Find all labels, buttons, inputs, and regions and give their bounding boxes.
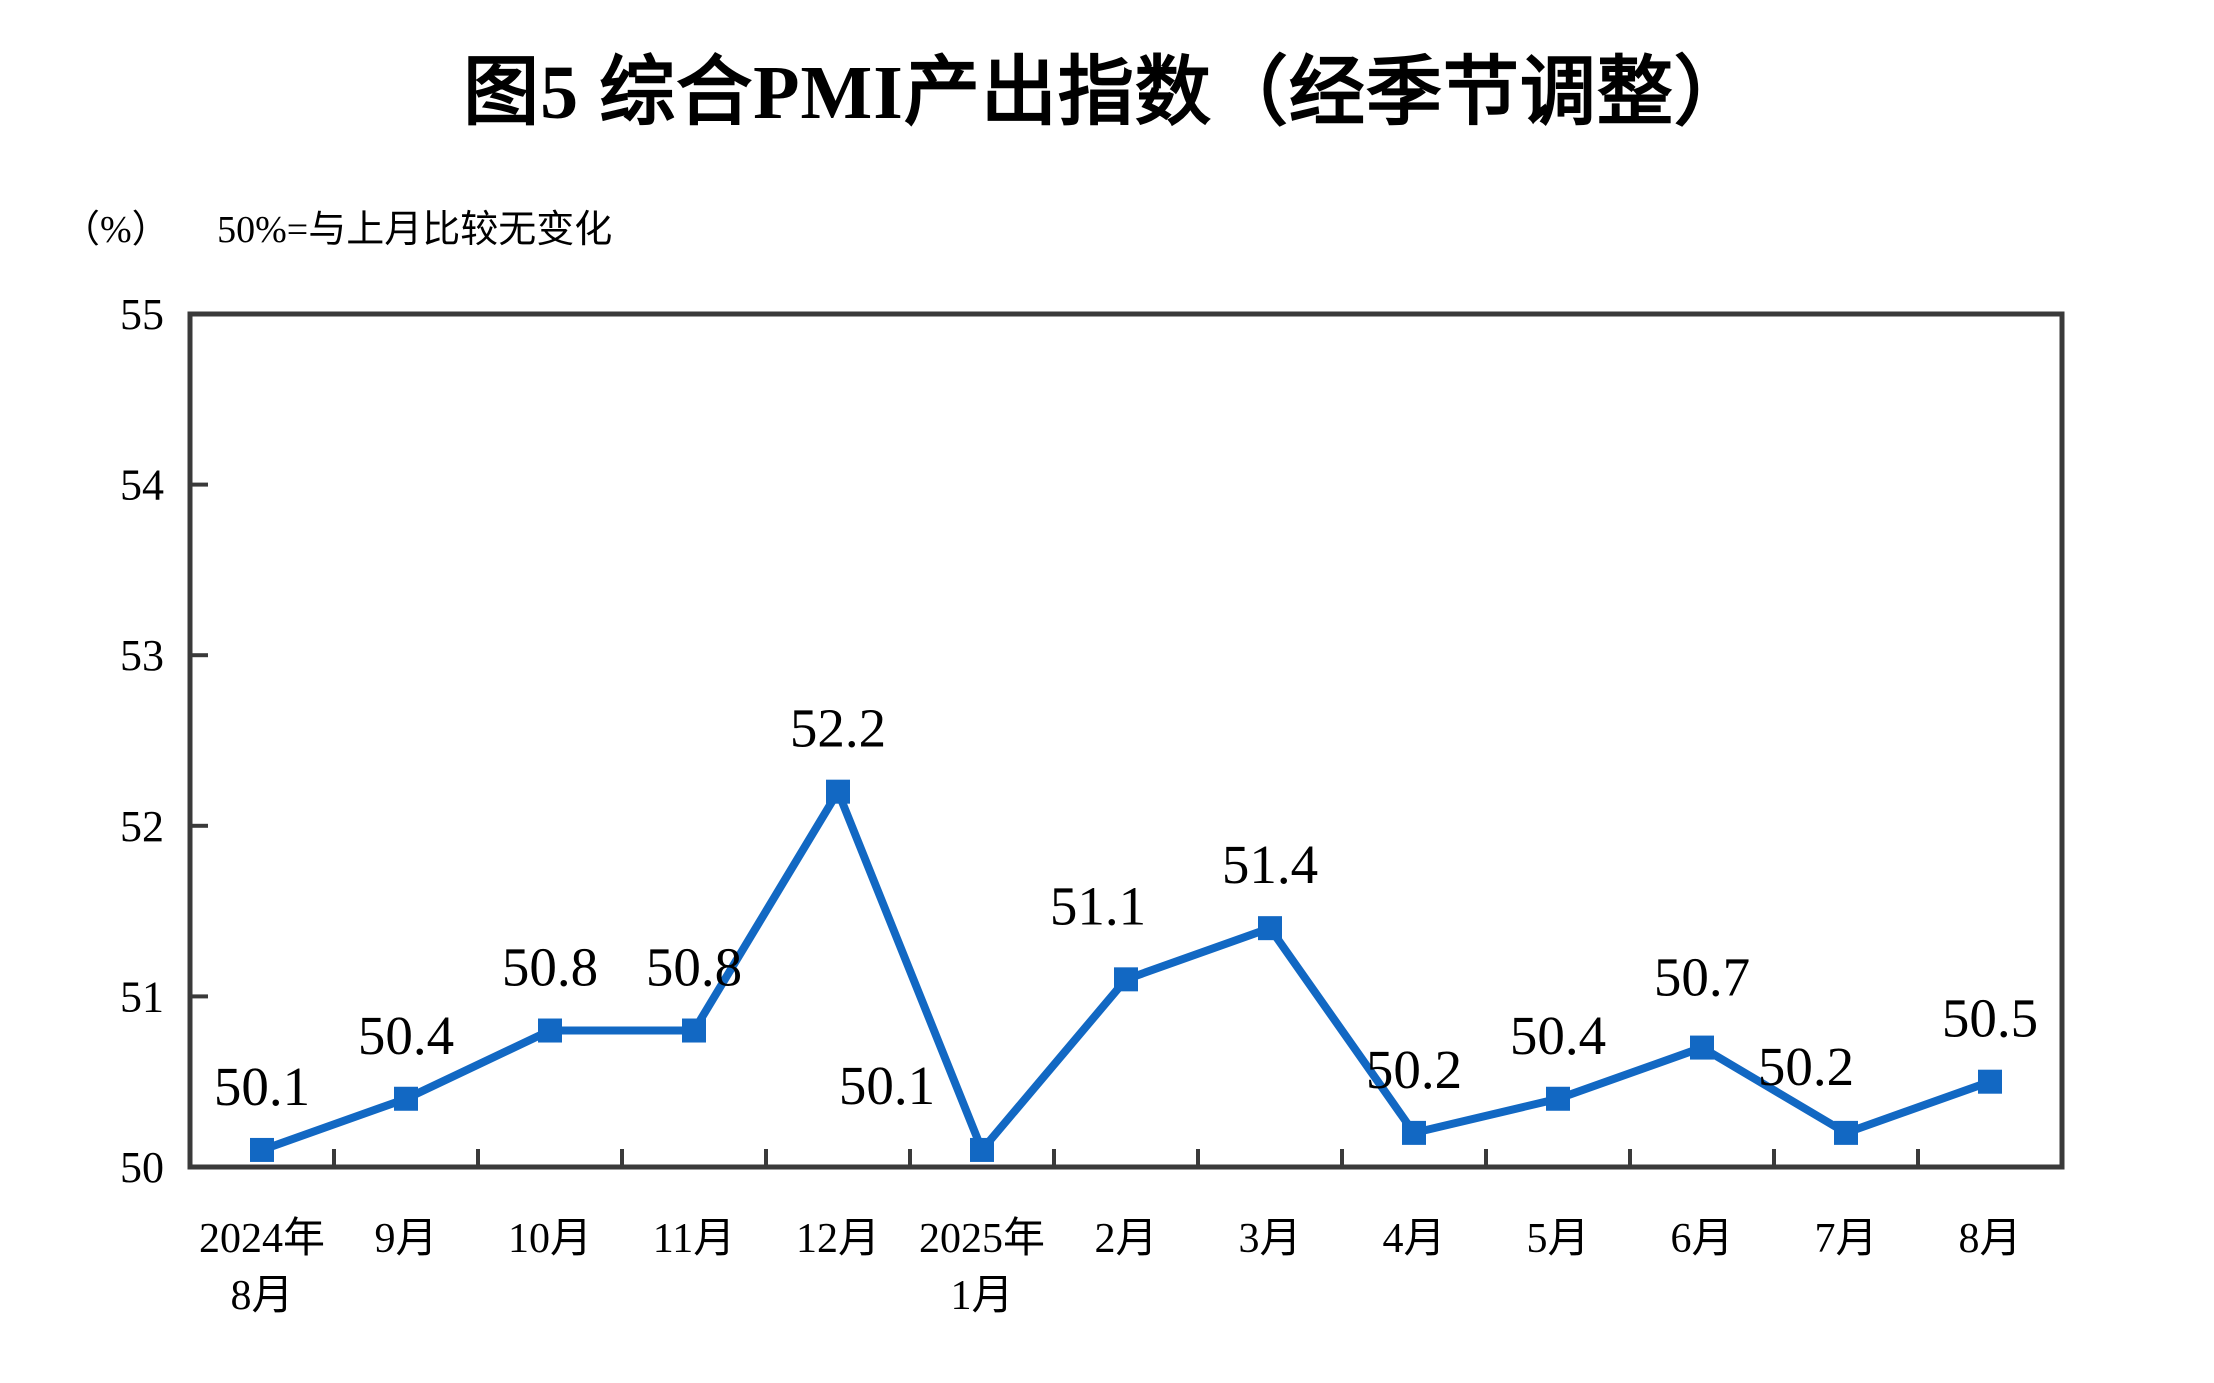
- x-axis-category-label: 5月: [1526, 1216, 1589, 1262]
- data-point-marker: [538, 1018, 562, 1043]
- x-axis-category-label: 2月: [1094, 1216, 1157, 1262]
- data-point-marker: [1402, 1120, 1426, 1145]
- x-axis-category-label: 1月: [950, 1273, 1013, 1319]
- data-point-marker: [250, 1137, 274, 1162]
- data-point-marker: [1546, 1086, 1570, 1111]
- data-point-marker: [970, 1137, 994, 1162]
- x-axis-category-label: 2024年: [199, 1215, 325, 1262]
- data-point-label: 52.2: [790, 698, 886, 759]
- data-point-marker: [1690, 1035, 1714, 1060]
- data-point-label: 50.1: [214, 1056, 310, 1117]
- x-axis-category-label: 9月: [374, 1216, 437, 1262]
- x-axis-category-label: 2025年: [919, 1215, 1045, 1262]
- x-axis-category-label: 3月: [1238, 1216, 1301, 1262]
- data-point-marker: [826, 779, 850, 804]
- data-point-marker: [1834, 1120, 1858, 1145]
- data-point-label: 50.8: [646, 937, 742, 998]
- data-point-marker: [1258, 916, 1282, 941]
- x-axis-category-label: 8月: [1958, 1216, 2021, 1262]
- y-axis-tick-label: 53: [120, 631, 164, 680]
- data-point-marker: [1114, 967, 1138, 992]
- x-axis-category-label: 11月: [653, 1216, 735, 1262]
- data-point-label: 50.2: [1366, 1039, 1462, 1100]
- chart-title: 图5 综合PMI产出指数（经季节调整）: [463, 51, 1751, 135]
- y-axis-tick-label: 55: [120, 290, 164, 339]
- data-point-label: 50.4: [358, 1005, 454, 1066]
- data-point-label: 50.8: [502, 937, 598, 998]
- x-axis-category-label: 7月: [1814, 1216, 1877, 1262]
- x-axis-category-label: 4月: [1382, 1216, 1445, 1262]
- x-axis-category-label: 12月: [796, 1216, 880, 1262]
- data-point-label: 50.5: [1942, 988, 2038, 1049]
- data-point-marker: [682, 1018, 706, 1043]
- data-point-label: 50.1: [839, 1055, 935, 1116]
- x-axis-category-label: 6月: [1670, 1216, 1733, 1262]
- data-point-label: 50.2: [1758, 1036, 1854, 1097]
- data-point-label: 51.1: [1050, 875, 1146, 936]
- data-point-label: 50.4: [1510, 1005, 1606, 1066]
- data-point-label: 50.7: [1654, 947, 1750, 1008]
- data-point-marker: [1978, 1069, 2002, 1094]
- y-axis-tick-label: 54: [120, 461, 164, 510]
- x-axis-category-label: 8月: [230, 1273, 293, 1319]
- data-point-marker: [394, 1086, 418, 1111]
- y-axis-tick-label: 51: [120, 972, 164, 1021]
- data-point-label: 51.4: [1222, 834, 1318, 895]
- plot-frame: [187, 311, 2065, 1170]
- reference-note-label: 50%=与上月比较无变化: [217, 209, 613, 251]
- y-axis-tick-label: 50: [120, 1143, 164, 1192]
- chart-subtitle: （%） 50%=与上月比较无变化: [62, 198, 612, 253]
- x-axis-category-label: 10月: [508, 1216, 592, 1262]
- y-axis-unit-label: （%）: [62, 209, 170, 251]
- y-axis-tick-label: 52: [120, 802, 164, 851]
